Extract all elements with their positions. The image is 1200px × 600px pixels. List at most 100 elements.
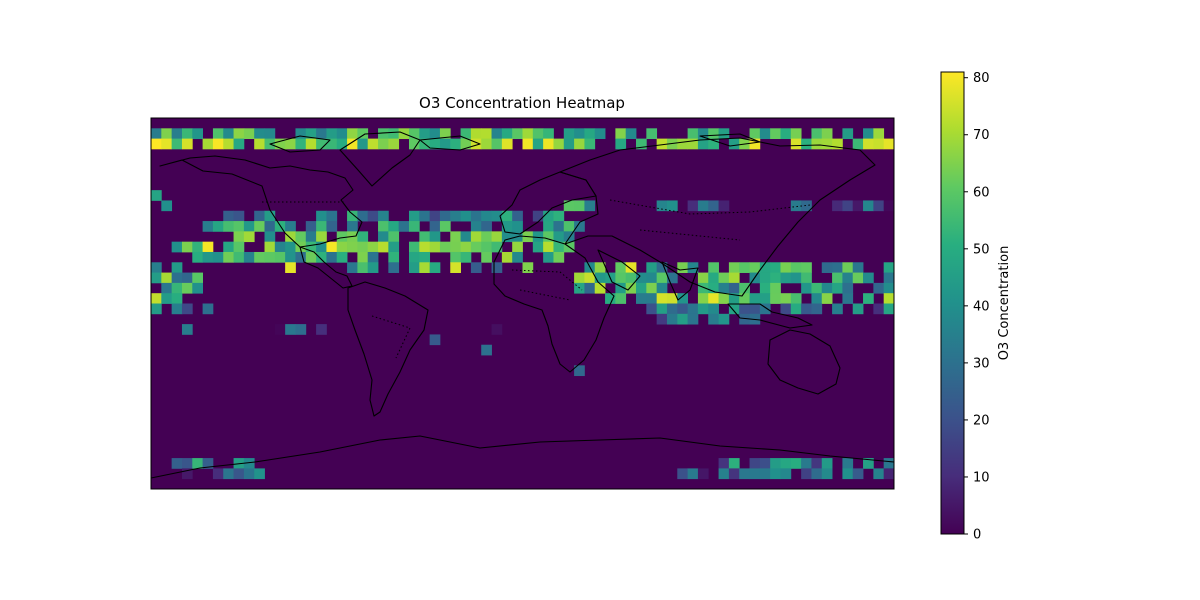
heatmap-cell <box>181 324 193 335</box>
heatmap-cell <box>563 231 575 243</box>
heatmap-cell <box>842 293 854 304</box>
heatmap-cell <box>739 303 750 315</box>
heatmap-cell <box>388 262 400 273</box>
heatmap-cell <box>285 262 296 273</box>
heatmap-cell <box>801 303 812 315</box>
heatmap-cell <box>863 458 874 469</box>
heatmap-cell <box>666 293 678 304</box>
heatmap-cell <box>563 200 575 212</box>
heatmap-cell <box>347 210 358 222</box>
heatmap-cell <box>770 128 781 140</box>
heatmap-cell <box>450 231 461 243</box>
heatmap-cell <box>233 138 245 150</box>
heatmap-cell <box>295 138 307 150</box>
heatmap-cell <box>481 251 492 263</box>
arctic-islands-coastline <box>269 133 761 153</box>
heatmap-cell <box>666 200 678 212</box>
heatmap-cell <box>501 210 513 222</box>
heatmap-cell <box>646 293 658 304</box>
heatmap-cell <box>863 128 874 140</box>
heatmap-cell <box>491 324 503 335</box>
south-america-coastline <box>347 281 429 417</box>
heatmap-cell <box>677 303 689 315</box>
heatmap-cell <box>491 128 503 140</box>
heatmap-cell <box>739 313 750 325</box>
colorbar-tick-label: 60 <box>973 185 990 200</box>
heatmap-cell <box>419 262 431 273</box>
heatmap-cell <box>728 282 740 294</box>
heatmap-cell <box>316 221 327 232</box>
arabia-coastline <box>597 249 641 291</box>
heatmap-cell <box>326 221 338 232</box>
heatmap-cell <box>326 128 338 140</box>
heatmap-cell <box>481 138 492 150</box>
heatmap-cell <box>295 324 307 335</box>
heatmap-cell <box>450 210 461 222</box>
heatmap-cell <box>419 210 431 222</box>
heatmap-cell <box>223 138 234 150</box>
heatmap-cell <box>357 138 369 150</box>
heatmap-cell <box>543 231 554 243</box>
heatmap-cell <box>171 293 183 304</box>
heatmap-cell <box>233 221 245 232</box>
heatmap-cell <box>584 138 596 150</box>
heatmap-cell <box>770 468 781 480</box>
heatmap-cell <box>759 282 771 294</box>
heatmap-cell <box>842 282 854 294</box>
country-borders <box>262 199 811 359</box>
heatmap-cell <box>274 251 286 263</box>
heatmap-cell <box>347 241 358 253</box>
heatmap-cell <box>780 303 792 315</box>
heatmap-cell <box>749 138 761 150</box>
heatmap-cell <box>357 128 369 140</box>
heatmap-cell <box>687 262 699 273</box>
heatmap-cell <box>408 128 420 140</box>
heatmap-cell <box>378 231 389 243</box>
heatmap-cell <box>254 468 265 480</box>
heatmap-cell <box>697 272 709 284</box>
heatmap-cell <box>223 128 234 140</box>
heatmap-cell <box>429 221 441 232</box>
central-america-coastline <box>299 246 353 289</box>
heatmap-cell <box>243 458 255 469</box>
heatmap-cell <box>336 128 348 140</box>
heatmap-cell <box>594 128 606 140</box>
heatmap-cell <box>708 262 719 273</box>
heatmap-cell <box>264 231 276 243</box>
map-frame <box>150 117 895 490</box>
heatmap-cell <box>398 221 410 232</box>
heatmap-cell <box>233 468 245 480</box>
heatmap-cell <box>151 128 162 140</box>
heatmap-cell <box>151 138 162 150</box>
heatmap-cell <box>223 241 234 253</box>
greenland-coastline <box>339 131 421 187</box>
heatmap-cell <box>687 138 699 150</box>
africa-internal-borders <box>511 269 583 301</box>
colorbar-tick-label: 50 <box>973 242 990 257</box>
heatmap-cell <box>708 128 719 140</box>
heatmap-cell <box>367 251 379 263</box>
heatmap-cell <box>728 293 740 304</box>
heatmap-cell <box>852 262 864 273</box>
heatmap-cell <box>233 241 245 253</box>
heatmap-cell <box>460 128 472 140</box>
heatmap-cell <box>171 272 183 284</box>
heatmap-cell <box>532 210 544 222</box>
heatmap-cell <box>243 221 255 232</box>
heatmap-cell <box>666 272 678 284</box>
heatmap-cell <box>543 251 554 263</box>
heatmap-cell <box>378 138 389 150</box>
heatmap-cell <box>192 282 203 294</box>
heatmap-cell <box>429 231 441 243</box>
heatmap-cell <box>212 138 224 150</box>
heatmap-cell <box>388 251 400 263</box>
heatmap-cell <box>439 221 451 232</box>
heatmap-cell <box>285 324 296 335</box>
heatmap-cell <box>491 231 503 243</box>
heatmap-cell <box>863 200 874 212</box>
heatmap-cell <box>305 231 317 243</box>
heatmap-cell <box>697 128 709 140</box>
heatmap-cell <box>295 251 307 263</box>
heatmap-cell <box>697 468 709 480</box>
